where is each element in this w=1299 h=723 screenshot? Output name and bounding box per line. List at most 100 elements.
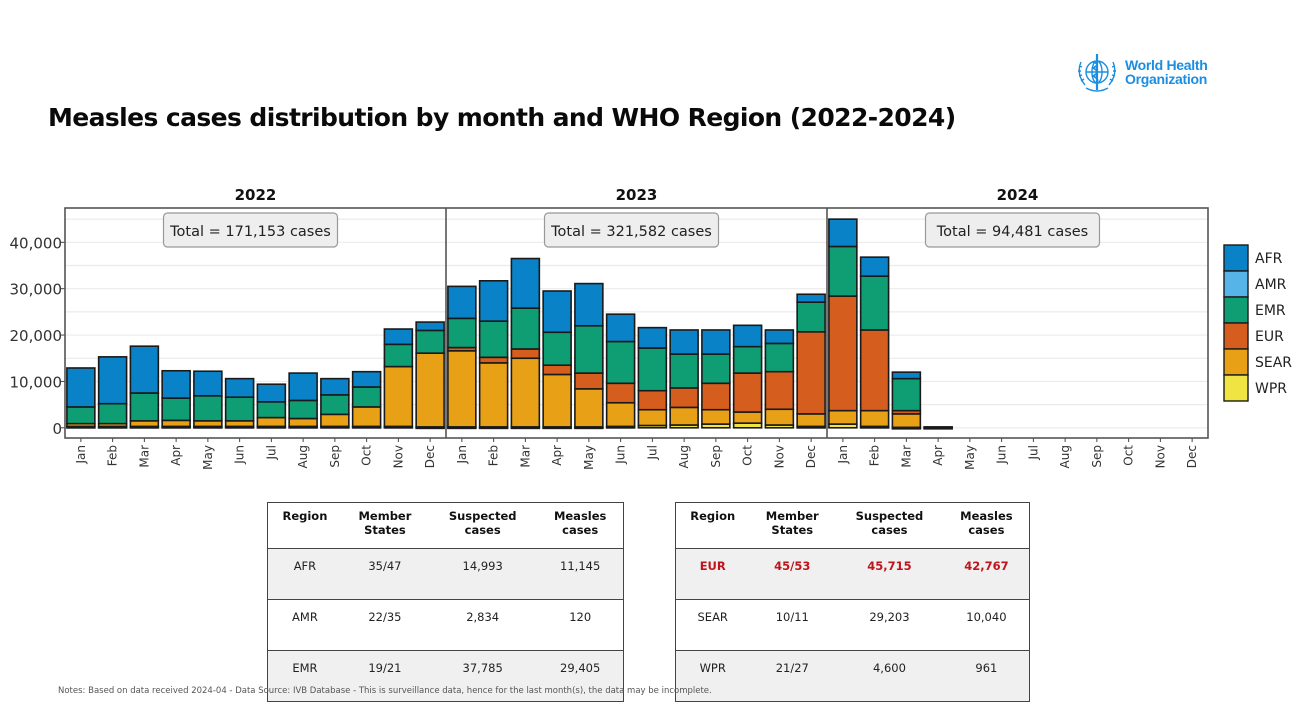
table-cell: AMR [267, 599, 342, 651]
legend-label-afr: AFR [1255, 251, 1283, 267]
bar-segment-emr [605, 340, 636, 385]
x-tick-label: Jun [614, 445, 628, 465]
x-tick-label: Jun [995, 445, 1009, 465]
legend-label-eur: EUR [1255, 329, 1284, 345]
bar-segment-emr [510, 307, 541, 350]
column-header: Region [675, 502, 750, 549]
column-header: Region [267, 502, 342, 549]
bar-segment-sear [574, 388, 604, 428]
bar-segment-afr [796, 293, 826, 303]
legend-swatch-sear [1223, 348, 1249, 376]
bar-segment-afr [637, 326, 668, 349]
bar-segment-eur [510, 348, 541, 360]
bar-segment-sear [764, 408, 795, 426]
footnote: Notes: Based on data received 2024-04 - … [58, 686, 712, 696]
x-tick-label: Mar [518, 445, 532, 468]
bar-segment-emr [66, 406, 96, 425]
legend-label-wpr: WPR [1255, 381, 1287, 397]
bar-segment-emr [288, 399, 318, 420]
x-tick-label: Apr [550, 445, 564, 466]
bar-segment-eur [574, 372, 604, 390]
x-tick-label: May [201, 445, 215, 470]
total-label: Total = 321,582 cases [550, 224, 712, 240]
bar-segment-emr [574, 324, 604, 374]
bar-segment-afr [859, 256, 890, 277]
total-label: Total = 94,481 cases [936, 224, 1088, 240]
legend-swatch-emr [1223, 296, 1249, 324]
bar-segment-afr [605, 313, 636, 343]
bar-segment-afr [351, 370, 382, 388]
bar-segment-afr [542, 290, 572, 334]
bar-segment-sear [605, 401, 636, 428]
column-header: Suspected cases [835, 502, 944, 549]
table-cell: 29,203 [835, 599, 944, 651]
bar-segment-emr [415, 329, 445, 354]
bar-segment-afr [478, 280, 509, 322]
x-tick-label: Jan [74, 445, 88, 465]
table-cell: 14,993 [428, 548, 538, 600]
bar-segment-afr [701, 329, 731, 355]
bar-segment-afr [732, 324, 763, 348]
table-cell: SEAR [675, 599, 750, 651]
bar-segment-afr [256, 383, 287, 403]
table-cell: 45,715 [835, 548, 944, 600]
column-header: Member States [341, 502, 429, 549]
x-tick-label: Sep [1090, 445, 1104, 468]
bar-segment-eur [764, 370, 795, 411]
bar-segment-sear [320, 413, 350, 428]
bar-segment-eur [732, 372, 763, 413]
x-tick-label: Oct [360, 445, 374, 466]
table-row: AFR 35/47 14,993 11,145 [267, 548, 624, 600]
bar-segment-afr [97, 356, 128, 405]
x-tick-label: Mar [899, 445, 913, 468]
region-table-1: Region Member States Suspected cases Measles c… [267, 502, 624, 702]
x-tick-label: Dec [804, 445, 818, 468]
column-header: Measles cases [537, 502, 624, 549]
bar-segment-eur [701, 382, 731, 411]
who-emblem-icon [1078, 54, 1116, 92]
table-row: AMR 22/35 2,834 120 [267, 599, 624, 651]
bar-segment-sear [256, 416, 287, 428]
bar-segment-sear [383, 365, 414, 428]
bar-segment-emr [764, 342, 795, 373]
total-label-box [162, 212, 339, 248]
bar-segment-eur [637, 389, 668, 411]
bar-segment-emr [796, 301, 826, 333]
bar-segment-sear [478, 362, 509, 428]
page-title: Measles cases distribution by month and … [48, 103, 956, 132]
legend-label-emr: EMR [1255, 303, 1286, 319]
table-cell: 22/35 [341, 599, 429, 651]
bar-segment-sear [447, 350, 477, 428]
x-tick-label: Jan [836, 445, 850, 465]
table-cell: 19/21 [341, 650, 429, 702]
legend-label-amr: AMR [1255, 277, 1287, 293]
bar-segment-afr [383, 328, 414, 346]
stacked-bar-chart: 0 10,000 20,000 30,000 40,000 2022 Jan Feb Mar Ap… [10, 186, 1293, 470]
table-cell: 4,600 [835, 650, 944, 702]
bar-segment-eur [859, 329, 890, 412]
y-tick-label: 0 [52, 420, 62, 438]
bar-segment-eur [542, 364, 572, 376]
y-tick-label: 10,000 [10, 373, 63, 391]
table-cell: 10,040 [943, 599, 1030, 651]
x-tick-label: May [582, 445, 596, 470]
bar-segment-emr [161, 397, 191, 422]
bar-segment-eur [828, 295, 858, 412]
x-tick-label: Feb [868, 445, 882, 466]
legend-swatch-wpr [1223, 374, 1249, 402]
x-tick-label: Jul [645, 445, 659, 460]
total-label-box [543, 212, 720, 248]
column-header: Member States [749, 502, 836, 549]
x-tick-label: Oct [741, 445, 755, 466]
bar-segment-emr [383, 343, 414, 368]
table-header-row: Region Member States Suspected cases Measles c… [675, 502, 1030, 549]
region-table-2: Region Member States Suspected cases Measles c… [675, 502, 1030, 702]
bar-segment-emr [669, 353, 699, 389]
bar-segment-afr [161, 369, 191, 399]
column-header: Measles cases [943, 502, 1030, 549]
bar-segment-sear [415, 352, 445, 428]
bar-segment-emr [256, 401, 287, 419]
x-tick-label: Sep [709, 445, 723, 468]
bar-segment-sear [669, 406, 699, 426]
x-tick-label: Dec [1185, 445, 1199, 468]
